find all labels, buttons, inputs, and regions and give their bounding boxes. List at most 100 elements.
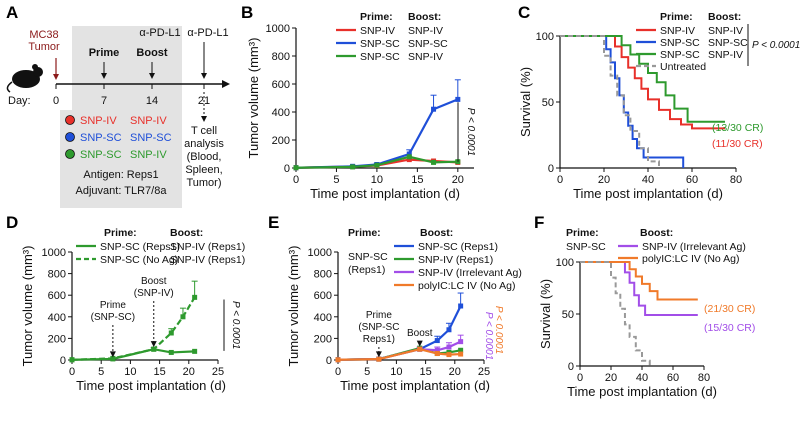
x-tick-label: 40 <box>642 174 654 186</box>
legend-boost-header: Boost: <box>408 11 441 23</box>
series-e-1-point <box>434 338 440 344</box>
legend-e-1-text: SNP-SC (Reps1) <box>418 241 498 253</box>
analysis-line: Spleen, <box>185 164 222 176</box>
legend-e-2-text: SNP-IV (Reps1) <box>418 254 493 266</box>
series-d-2-point <box>168 330 174 336</box>
y-axis-label: Survival (%) <box>518 67 533 137</box>
y-tick-label: 100 <box>556 257 574 269</box>
series-e-3-point <box>446 344 452 350</box>
legend-e-3-text: SNP-IV (Irrelevant Ag) <box>418 267 522 279</box>
x-tick-label: 80 <box>698 372 710 384</box>
legend-prime-header: Prime: <box>104 227 137 239</box>
series-b-3-line <box>295 155 458 169</box>
p-value-e-orange: P < 0.0001 <box>493 306 504 354</box>
series-d-2-point <box>180 314 186 320</box>
legend-c-2-text: SNP-SC <box>660 37 700 49</box>
day-0: 0 <box>53 95 59 107</box>
y-tick-label: 0 <box>284 163 290 175</box>
y-tick-label: 600 <box>272 79 290 91</box>
legend-d-2-text: SNP-IV (Reps1) <box>170 254 245 266</box>
boost-event-label: Boost <box>141 276 167 287</box>
x-tick-label: 25 <box>212 366 224 378</box>
prime-group-text: SNP-SC <box>566 241 606 253</box>
y-tick-label: 0 <box>60 355 66 367</box>
legend-b-1-text: SNP-IV <box>360 25 395 37</box>
survival-c-1-curve <box>560 35 725 130</box>
panel-e-label: E <box>268 213 279 232</box>
group-dot-2 <box>65 132 75 142</box>
boost-event-label: Boost <box>407 328 433 339</box>
survival-chart-c: 0 20 40 60 80 0 50 100 Time post implantation (d… <box>518 11 800 201</box>
series-b-2-point <box>431 106 437 112</box>
survival-chart-f: 0 20 40 60 80 0 50 100 Time post implantation (d… <box>538 227 755 399</box>
mc38-tumor-label: MC38 Tumor <box>28 29 60 53</box>
anti-pdl1-label-1: α-PD-L1 <box>139 27 180 39</box>
day-label: Day: <box>8 95 31 107</box>
x-tick-label: 20 <box>452 174 464 186</box>
x-tick-label: 0 <box>557 174 563 186</box>
p-value-d: P < 0.0001 <box>230 301 241 349</box>
x-tick-label: 10 <box>124 366 136 378</box>
x-axis-label: Time post implantation (d) <box>573 186 723 201</box>
treatment-groups: SNP-IV SNP-IV SNP-SC SNP-SC SNP-SC SNP-IV <box>65 115 172 161</box>
x-tick-label: 10 <box>390 366 402 378</box>
series-e-1-point <box>458 303 464 309</box>
x-tick-label: 20 <box>598 174 610 186</box>
legend-boost-header: Boost: <box>708 11 741 23</box>
adjuvant-label: Adjuvant: TLR7/8a <box>76 185 168 197</box>
legend-d-2-text: SNP-SC (No Ag) <box>100 254 178 266</box>
x-tick-label: 15 <box>411 174 423 186</box>
series-d-2-line <box>71 296 196 361</box>
legend-f-1-text: SNP-IV (Irrelevant Ag) <box>642 241 746 253</box>
x-tick-label: 0 <box>293 174 299 186</box>
y-tick-label: 800 <box>272 51 290 63</box>
group-dot-3 <box>65 149 75 159</box>
x-tick-label: 20 <box>449 366 461 378</box>
legend-b-2-text: SNP-SC <box>408 38 448 50</box>
x-axis-label: Time post implantation (d) <box>310 186 460 201</box>
legend-d-1-text: SNP-IV (Reps1) <box>170 241 245 253</box>
group-prime-label: SNP-SC <box>80 149 122 161</box>
boost-event-arrow-head <box>150 341 157 348</box>
legend-c-3-text: SNP-SC <box>660 49 700 61</box>
x-tick-label: 25 <box>478 366 490 378</box>
x-tick-label: 0 <box>69 366 75 378</box>
group-prime-label: SNP-IV <box>80 115 117 127</box>
timeline-ticks <box>55 84 205 89</box>
panel-a-label: A <box>6 3 18 22</box>
legend-b-3-text: SNP-IV <box>408 51 443 63</box>
boost-event-arrow-head <box>416 340 423 347</box>
p-value-c: P < 0.0001 <box>752 40 800 51</box>
analysis-line: Tumor) <box>186 177 221 189</box>
survival-f-3-curve <box>580 261 651 366</box>
y-axis-label: Tumor volume (mm³) <box>286 246 301 367</box>
series-e-2-point <box>458 347 464 353</box>
cr-annotation-purple: (15/30 CR) <box>704 322 755 334</box>
y-axis-label: Survival (%) <box>538 279 553 349</box>
x-tick-label: 20 <box>183 366 195 378</box>
survival-f-1-curve <box>580 261 698 317</box>
survival-c-3-curve <box>560 35 725 123</box>
cr-annotation-red: (11/30 CR) <box>712 138 763 150</box>
legend-c-3-text: SNP-IV <box>708 49 743 61</box>
y-tick-label: 200 <box>272 135 290 147</box>
prime-event-arrow-head <box>375 351 382 358</box>
y-tick-label: 600 <box>48 290 66 302</box>
legend-c-1-text: SNP-IV <box>708 25 743 37</box>
panel-c: C 0 20 40 60 80 0 50 100 Time post implantation … <box>518 3 800 201</box>
series-e-4-point <box>446 352 452 358</box>
legend-prime-header: Prime: <box>360 11 393 23</box>
series-e-3-point <box>434 347 440 353</box>
series-e-4-point <box>417 346 423 352</box>
series-d-2-point <box>69 357 75 363</box>
prime-stage-label: Prime <box>89 47 120 59</box>
legend-b-3-text: SNP-SC <box>360 51 400 63</box>
series-e-4-point <box>376 356 382 362</box>
series-d-1-point <box>192 348 198 354</box>
y-tick-label: 200 <box>314 333 332 345</box>
y-tick-label: 100 <box>536 31 554 43</box>
panel-d: D 0 5 10 15 20 25 0 200 400 600 800 1000 Time post i… <box>6 213 245 393</box>
group-prime-label: SNP-SC <box>80 132 122 144</box>
